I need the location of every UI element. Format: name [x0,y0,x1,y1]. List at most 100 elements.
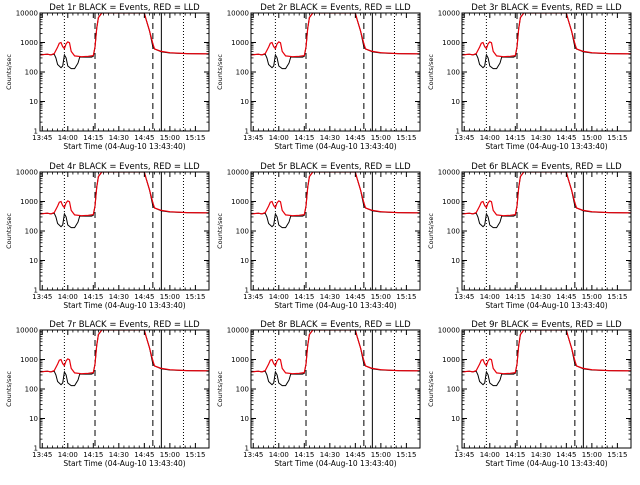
plot-frame [250,329,421,449]
y-tick-label: 1000 [231,356,249,364]
x-tick-label: 14:00 [269,134,289,142]
series-line-lld [462,13,631,58]
x-tick-label: 15:15 [607,134,627,142]
x-tick-label: 13:45 [454,293,474,301]
y-tick-label: 1 [34,287,38,295]
plot-frame [461,12,632,132]
x-tick-label: 14:45 [556,451,576,459]
y-axis-label: Counts/sec [5,371,13,407]
y-tick-label: 10000 [227,10,249,18]
y-tick-label: 1 [34,445,38,453]
y-tick-label: 1 [245,128,249,136]
x-tick-label: 14:15 [294,293,314,301]
x-tick-label: 14:30 [320,134,340,142]
x-axis-label: Start Time (04-Aug-10 13:43:40) [63,301,185,310]
x-tick-label: 15:15 [607,451,627,459]
x-tick-label: 15:15 [396,293,416,301]
y-tick-label: 10000 [438,327,460,335]
series-line-lld [40,330,209,375]
y-tick-label: 100 [25,228,38,236]
y-tick-label: 10 [29,257,38,265]
x-tick-label: 14:45 [345,451,365,459]
x-tick-label: 14:15 [505,134,525,142]
x-tick-label: 14:00 [58,293,78,301]
x-tick-label: 14:30 [109,451,129,459]
x-tick-label: 13:45 [454,451,474,459]
x-tick-label: 14:15 [83,293,103,301]
x-tick-label: 15:00 [371,451,391,459]
panel-title: Det 9r BLACK = Events, RED = LLD [471,320,622,330]
y-axis-label: Counts/sec [216,213,224,249]
panel-title: Det 8r BLACK = Events, RED = LLD [260,320,411,330]
x-tick-label: 15:15 [396,451,416,459]
x-tick-label: 14:00 [269,451,289,459]
x-tick-label: 14:30 [531,293,551,301]
x-tick-label: 14:00 [480,293,500,301]
panel-title: Det 7r BLACK = Events, RED = LLD [49,320,200,330]
y-tick-label: 1 [456,128,460,136]
plot-area [40,172,209,229]
panel-title: Det 3r BLACK = Events, RED = LLD [471,3,622,13]
x-tick-label: 14:15 [83,134,103,142]
panel-title: Det 6r BLACK = Events, RED = LLD [471,162,622,172]
plot-area [462,13,631,70]
y-tick-label: 1 [34,128,38,136]
y-axis-label: Counts/sec [427,54,435,90]
y-tick-label: 1000 [442,356,460,364]
x-axis-label: Start Time (04-Aug-10 13:43:40) [274,142,396,151]
x-tick-label: 14:45 [134,451,154,459]
x-axis-label: Start Time (04-Aug-10 13:43:40) [274,459,396,468]
x-tick-label: 15:00 [582,451,602,459]
x-axis-label: Start Time (04-Aug-10 13:43:40) [63,459,185,468]
series-line-lld [251,172,420,217]
x-tick-label: 15:00 [582,134,602,142]
series-line-lld [251,13,420,58]
plot-area [251,330,420,387]
plot-frame [250,171,421,291]
x-tick-label: 13:45 [454,134,474,142]
y-tick-label: 100 [447,386,460,394]
y-tick-label: 10000 [227,327,249,335]
y-tick-label: 1000 [442,39,460,47]
series-line-lld [40,172,209,217]
x-tick-label: 14:30 [320,293,340,301]
y-tick-label: 10000 [16,327,38,335]
x-tick-label: 13:45 [32,293,52,301]
plot-frame [461,329,632,449]
y-tick-label: 10000 [16,10,38,18]
x-tick-label: 14:45 [556,134,576,142]
x-axis-label: Start Time (04-Aug-10 13:43:40) [485,301,607,310]
x-tick-label: 15:15 [185,451,205,459]
y-tick-label: 1000 [20,39,38,47]
plot-area [251,172,420,229]
y-tick-label: 10000 [227,169,249,177]
x-tick-label: 14:15 [294,134,314,142]
x-tick-label: 14:45 [134,293,154,301]
x-tick-label: 15:15 [396,134,416,142]
plot-frame [250,12,421,132]
y-tick-label: 100 [236,386,249,394]
y-tick-label: 10000 [16,169,38,177]
x-tick-label: 14:15 [294,451,314,459]
plot-frame [39,12,210,132]
x-tick-label: 15:00 [160,134,180,142]
detector-panel: Det 3r BLACK = Events, RED = LLD 1 10 100 10… [427,3,632,151]
x-axis-label: Start Time (04-Aug-10 13:43:40) [274,301,396,310]
y-tick-label: 10000 [438,10,460,18]
detector-panel: Det 9r BLACK = Events, RED = LLD 1 10 100 10… [427,320,632,468]
detector-panel: Det 1r BLACK = Events, RED = LLD 1 10 100 10… [5,3,210,151]
y-axis-label: Counts/sec [216,371,224,407]
x-tick-label: 14:30 [531,451,551,459]
series-line-lld [251,330,420,375]
series-line-lld [40,13,209,58]
plot-area [40,13,209,70]
x-tick-label: 14:15 [83,451,103,459]
x-axis-label: Start Time (04-Aug-10 13:43:40) [485,459,607,468]
x-tick-label: 14:00 [269,293,289,301]
x-tick-label: 15:00 [582,293,602,301]
x-tick-label: 14:30 [320,451,340,459]
x-tick-label: 13:45 [243,134,263,142]
y-tick-label: 10 [451,415,460,423]
x-tick-label: 14:45 [134,134,154,142]
